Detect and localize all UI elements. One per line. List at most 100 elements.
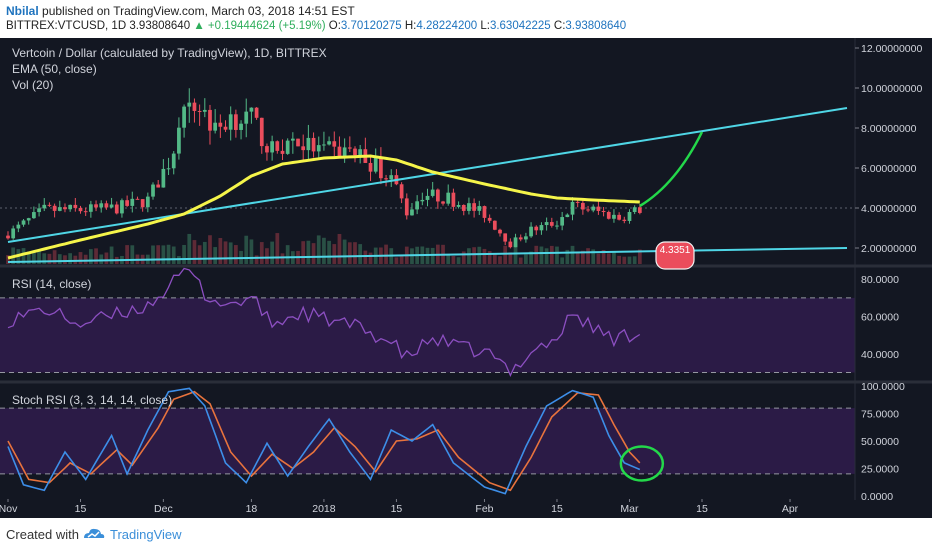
price-tick-label: 6.00000000 <box>861 163 917 175</box>
volume-bar <box>363 250 368 264</box>
volume-bar <box>26 251 31 264</box>
candle-body <box>109 204 114 208</box>
volume-bar <box>187 233 192 264</box>
stoch-k-line <box>7 387 641 495</box>
volume-bar <box>265 248 269 264</box>
candle-body <box>311 137 316 152</box>
candle-body <box>145 196 150 208</box>
volume-bar <box>68 253 73 264</box>
volume-bar <box>192 240 197 264</box>
candle-body <box>477 206 482 211</box>
candle-body <box>47 204 52 206</box>
candle-body <box>296 138 300 147</box>
author-link[interactable]: Nbilal <box>6 4 39 18</box>
volume-bar <box>249 239 254 264</box>
candle-body <box>347 147 352 149</box>
chart-area[interactable]: 12.00000000 10.00000000 8.00000000 6.000000… <box>0 38 932 518</box>
volume-bar <box>627 256 632 264</box>
volume-bar <box>394 257 399 264</box>
candle-body <box>441 201 445 204</box>
rsi-band-fill <box>0 297 855 373</box>
low-label: L: <box>480 20 490 32</box>
candle-body <box>306 137 311 151</box>
volume-bar <box>6 255 10 264</box>
candle-body <box>94 204 98 208</box>
volume-bar <box>161 245 166 264</box>
volume-bar <box>332 244 337 264</box>
volume-bar <box>342 239 347 264</box>
candle-body <box>88 204 93 212</box>
rsi-pane[interactable] <box>0 267 855 377</box>
close-label: C: <box>553 20 566 32</box>
candle-body <box>606 212 611 219</box>
volume-bar <box>451 256 456 264</box>
volume-bar <box>617 255 621 264</box>
volume-bar <box>228 242 233 264</box>
candle-body <box>353 148 357 156</box>
tradingview-link[interactable]: TradingView <box>110 527 182 542</box>
volume-bar <box>524 254 528 264</box>
candle-body <box>114 204 119 214</box>
rising-trendline <box>7 107 848 243</box>
candle-body <box>161 168 166 188</box>
volume-bar <box>259 242 264 264</box>
candle-body <box>16 224 21 229</box>
volume-bar <box>612 252 616 264</box>
candle-body <box>549 222 554 226</box>
volume-bar <box>565 249 570 264</box>
candle-body <box>467 203 471 211</box>
stoch-legend: Stoch RSI (3, 3, 14, 14, close) <box>12 393 172 407</box>
price-change: +0.19444624 (+5.19%) <box>207 20 326 32</box>
stoch-rsi-pane[interactable] <box>0 387 855 495</box>
candle-body <box>565 214 570 218</box>
candle-body <box>32 212 36 219</box>
volume-bar <box>104 252 109 264</box>
volume-bar <box>498 256 502 264</box>
volume-bar <box>534 245 539 264</box>
candle-body <box>42 204 47 209</box>
volume-bar <box>570 245 575 264</box>
candle-body <box>503 233 508 242</box>
arrow-up-icon: ▲ <box>193 20 205 32</box>
candle-body <box>208 109 212 131</box>
stoch-tick-label: 25.0000 <box>861 463 899 475</box>
candle-body <box>487 217 492 221</box>
volume-bar <box>47 253 52 264</box>
candle-body <box>373 156 378 172</box>
volume-bar <box>301 241 306 264</box>
volume-bar <box>57 254 62 264</box>
high-label: H: <box>404 20 417 32</box>
volume-bar <box>337 233 342 264</box>
volume-bar <box>83 254 88 264</box>
volume-bar <box>166 244 171 264</box>
candle-body <box>125 200 129 206</box>
volume-bar <box>202 241 207 264</box>
ohlc-info: BITTREX:VTCUSD, 1D 3.93808640 ▲ +0.19444… <box>6 20 626 32</box>
stoch-band-fill <box>0 408 855 474</box>
candle-body <box>21 220 26 225</box>
rsi-tick-label: 40.0000 <box>861 349 899 361</box>
volume-bar <box>311 243 316 264</box>
candle-body <box>259 117 264 147</box>
candle-body <box>197 110 202 112</box>
volume-bar <box>632 256 637 264</box>
candle-body <box>368 162 373 172</box>
candle-body <box>420 199 425 202</box>
candle-body <box>322 144 326 146</box>
candle-body <box>254 107 259 118</box>
volume-bar <box>637 249 642 264</box>
volume-bar <box>482 248 487 264</box>
publish-text: published on TradingView.com, March 03, … <box>42 4 355 18</box>
candle-body <box>617 214 621 220</box>
volume-bar <box>156 245 161 264</box>
candle-body <box>560 217 565 226</box>
volume-bar <box>477 246 482 264</box>
last-price: 3.93808640 <box>129 20 191 32</box>
candle-body <box>332 141 337 147</box>
tradingview-cloud-icon[interactable] <box>82 526 106 545</box>
footer: Created with TradingView <box>0 518 932 550</box>
volume-bar <box>130 245 135 264</box>
volume-bar <box>456 257 461 264</box>
price-pane[interactable] <box>0 88 855 264</box>
candle-body <box>534 226 539 231</box>
